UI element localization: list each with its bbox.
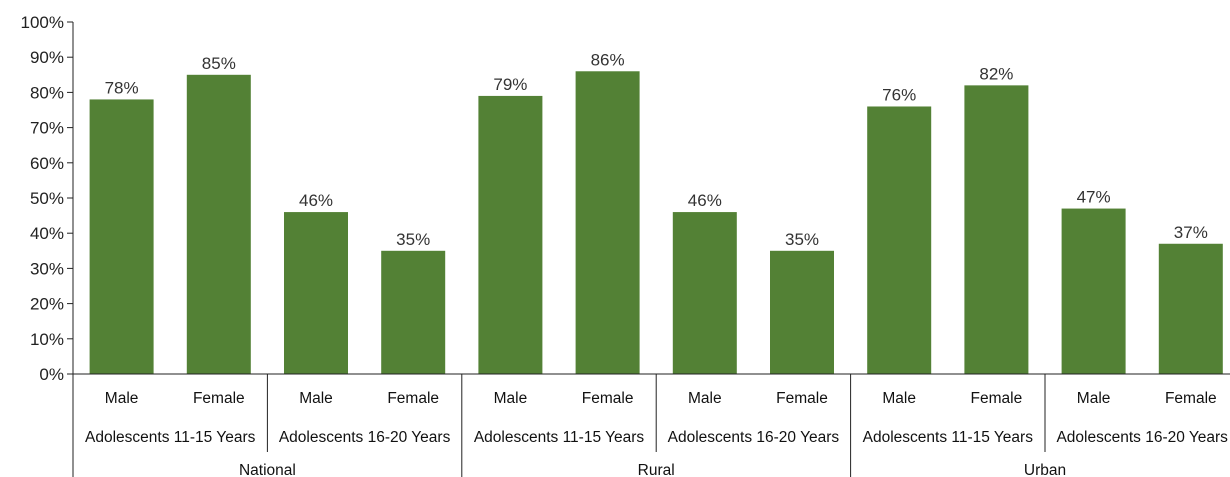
bars [89,71,1223,375]
y-tick-label: 80% [30,83,64,102]
x-region-label: National [239,462,296,477]
data-label: 79% [493,75,527,94]
data-label: 78% [105,78,139,97]
x-age-group-label: Adolescents 16-20 Years [279,429,451,446]
y-tick-label: 0% [39,365,64,384]
y-tick-label: 50% [30,189,64,208]
x-category-label: Male [688,390,722,407]
x-region-label: Urban [1024,462,1066,477]
data-label: 86% [591,50,625,69]
bar [186,74,251,375]
data-labels: 78% 85% 46% 35% 79% 86% 46% 35% 76% 82% 47% 37% [105,50,1208,249]
y-tick-label: 100% [21,13,64,32]
x-category-label: Male [299,390,333,407]
data-label: 35% [785,230,819,249]
data-label: 82% [979,64,1013,83]
y-tick-label: 90% [30,48,64,67]
y-tick-label: 20% [30,295,64,314]
data-label: 46% [688,191,722,210]
x-region-label: Rural [638,462,675,477]
bar [1158,243,1223,374]
bar [478,95,543,375]
x-age-group-label: Adolescents 11-15 Years [863,429,1034,446]
bar [672,212,737,374]
y-axis: 0% 10% 20% 30% 40% 50% 60% 70% 80% 90% 100% [21,13,74,384]
x-category-label: Male [882,390,916,407]
x-category-label: Male [105,390,139,407]
y-tick-label: 70% [30,119,64,138]
x-category-label: Female [387,390,439,407]
x-category-label: Female [1165,390,1217,407]
bar [964,85,1029,375]
x-age-group-label: Adolescents 11-15 Years [85,429,256,446]
x-category-label: Male [494,390,528,407]
data-label: 76% [882,85,916,104]
bar [284,212,348,374]
x-category-label: Female [971,390,1023,407]
x-category-label: Male [1077,390,1111,407]
bar [1061,208,1126,374]
bar [89,99,154,374]
x-age-group-label: Adolescents 11-15 Years [474,429,645,446]
data-label: 46% [299,191,333,210]
y-tick-label: 10% [30,330,64,349]
x-axis: Male Female Male Female Male Female Male Female… [72,373,1230,477]
y-tick-label: 60% [30,154,64,173]
data-label: 47% [1077,188,1111,207]
y-tick-label: 40% [30,224,64,243]
data-label: 37% [1174,223,1208,242]
data-label: 85% [202,54,236,73]
bar [867,106,932,374]
x-age-group-label: Adolescents 16-20 Years [1056,429,1228,446]
bar [381,250,446,374]
bar [575,71,640,374]
x-category-label: Female [776,390,828,407]
x-category-label: Female [582,390,634,407]
x-age-group-label: Adolescents 16-20 Years [668,429,840,446]
x-category-label: Female [193,390,245,407]
bar [770,250,834,374]
data-label: 35% [396,230,430,249]
y-tick-label: 30% [30,259,64,278]
